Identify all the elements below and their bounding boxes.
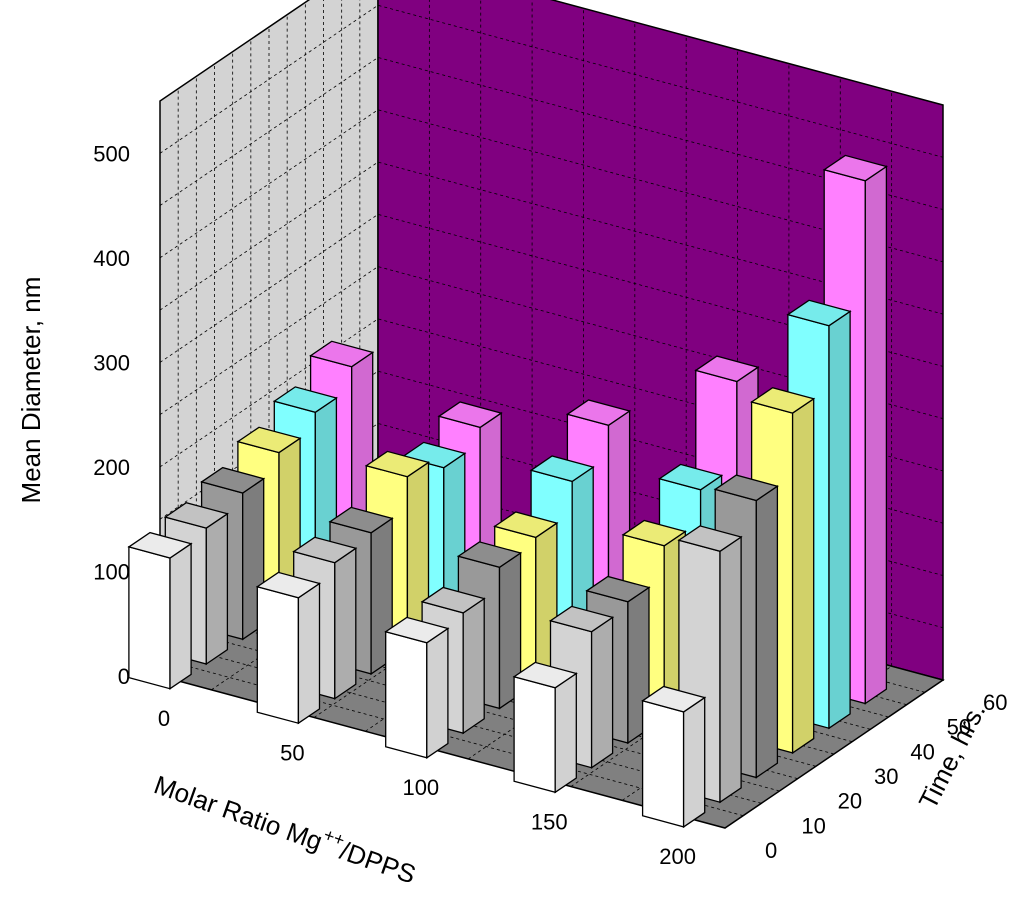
bar-t0-x0 bbox=[127, 531, 193, 690]
bar-top-face bbox=[565, 399, 632, 427]
bar-front-face bbox=[513, 675, 556, 794]
y-tick-label: 300 bbox=[93, 350, 130, 375]
bar-side-face bbox=[205, 512, 229, 666]
bar-top-face bbox=[456, 541, 523, 569]
bar-front-face bbox=[641, 699, 685, 828]
x-tick-label: 50 bbox=[280, 741, 304, 766]
x-axis-title-suffix: /DPPS bbox=[336, 835, 420, 889]
bar-top-face bbox=[401, 441, 467, 469]
bar-top-face bbox=[437, 401, 503, 429]
bar-top-face bbox=[621, 519, 687, 547]
gridline-floor-x bbox=[570, 638, 790, 787]
y-tick-label: 100 bbox=[93, 559, 130, 584]
bar-top-face bbox=[200, 466, 266, 494]
x-tick-label: 0 bbox=[158, 706, 170, 731]
bar-top-face bbox=[585, 575, 651, 603]
x-tick-label: 150 bbox=[531, 810, 568, 835]
bar-top-face bbox=[750, 386, 816, 414]
z-tick-label: 60 bbox=[983, 690, 1007, 715]
y-tick-label: 500 bbox=[93, 141, 130, 166]
bar-top-face bbox=[292, 536, 358, 564]
bar-side-face bbox=[297, 582, 321, 725]
gridline-floor-x bbox=[313, 569, 533, 718]
bar-front-face bbox=[256, 585, 300, 725]
z-tick-label: 10 bbox=[801, 813, 825, 838]
x-axis-title: Molar Ratio Mg++/DPPS bbox=[150, 766, 421, 890]
bar-side-face bbox=[554, 672, 577, 794]
y-tick-label: 400 bbox=[93, 246, 130, 271]
bar-side-face bbox=[719, 535, 742, 804]
x-tick-label: 200 bbox=[659, 844, 696, 869]
x-axis-title-main: Molar Ratio Mg bbox=[150, 769, 326, 856]
y-tick-label: 200 bbox=[93, 455, 130, 480]
bar-top-face bbox=[236, 426, 302, 454]
bar-side-face bbox=[828, 310, 851, 730]
bar-side-face bbox=[755, 484, 779, 779]
z-tick-label: 40 bbox=[910, 739, 934, 764]
bar-t0-x50 bbox=[255, 571, 322, 725]
bar-top-face bbox=[822, 154, 888, 182]
bar-top-face bbox=[713, 474, 779, 502]
bar-top-face bbox=[420, 586, 486, 614]
x-tick-label: 100 bbox=[402, 775, 439, 800]
bar-top-face bbox=[529, 455, 595, 483]
bar-front-face bbox=[128, 546, 171, 690]
bar-front-face bbox=[385, 630, 428, 759]
bar-top-face bbox=[384, 616, 450, 644]
z-tick-label: 50 bbox=[947, 715, 971, 740]
bar-side-face bbox=[682, 696, 706, 829]
bar-t0-x200 bbox=[641, 685, 707, 829]
bar-t0-x100 bbox=[384, 616, 450, 760]
bar-top-face bbox=[694, 355, 760, 383]
bar-side-face bbox=[334, 547, 357, 700]
bar-top-face bbox=[493, 511, 559, 539]
z-tick-label: 30 bbox=[874, 764, 898, 789]
bar-side-face bbox=[462, 597, 485, 735]
bar-top-face bbox=[512, 661, 578, 689]
bar-side-face bbox=[791, 397, 815, 755]
bar-top-face bbox=[641, 685, 707, 713]
bar-top-face bbox=[272, 386, 338, 414]
chart-bars bbox=[127, 154, 888, 829]
bar-top-face bbox=[163, 501, 229, 529]
y-tick-label: 0 bbox=[118, 664, 130, 689]
bar-side-face bbox=[169, 542, 192, 690]
bar-top-face bbox=[364, 450, 431, 478]
bar-side-face bbox=[426, 627, 449, 760]
bar-top-face bbox=[786, 299, 852, 327]
bar-top-face bbox=[255, 571, 322, 599]
chart-ticks: 0 100 200 300 400 500 0 50 100 150 200 0 10 20 30 40 50 6… bbox=[93, 141, 1007, 869]
bar-side-face bbox=[864, 165, 888, 705]
bar-t0-x150 bbox=[512, 661, 578, 794]
bar-top-face bbox=[657, 463, 724, 491]
y-axis-title: Mean Diameter, nm bbox=[16, 277, 46, 504]
z-tick-label: 20 bbox=[838, 789, 862, 814]
gridline-floor-x bbox=[467, 610, 687, 760]
gridline-floor-x bbox=[211, 541, 430, 691]
bar-top-face bbox=[328, 506, 394, 534]
bar-top-face bbox=[677, 525, 743, 553]
z-tick-label: 0 bbox=[765, 838, 777, 863]
bar-top-face bbox=[548, 605, 615, 633]
bar-top-face bbox=[127, 531, 193, 559]
bar-side-face bbox=[590, 616, 614, 769]
bar-top-face bbox=[309, 340, 375, 368]
